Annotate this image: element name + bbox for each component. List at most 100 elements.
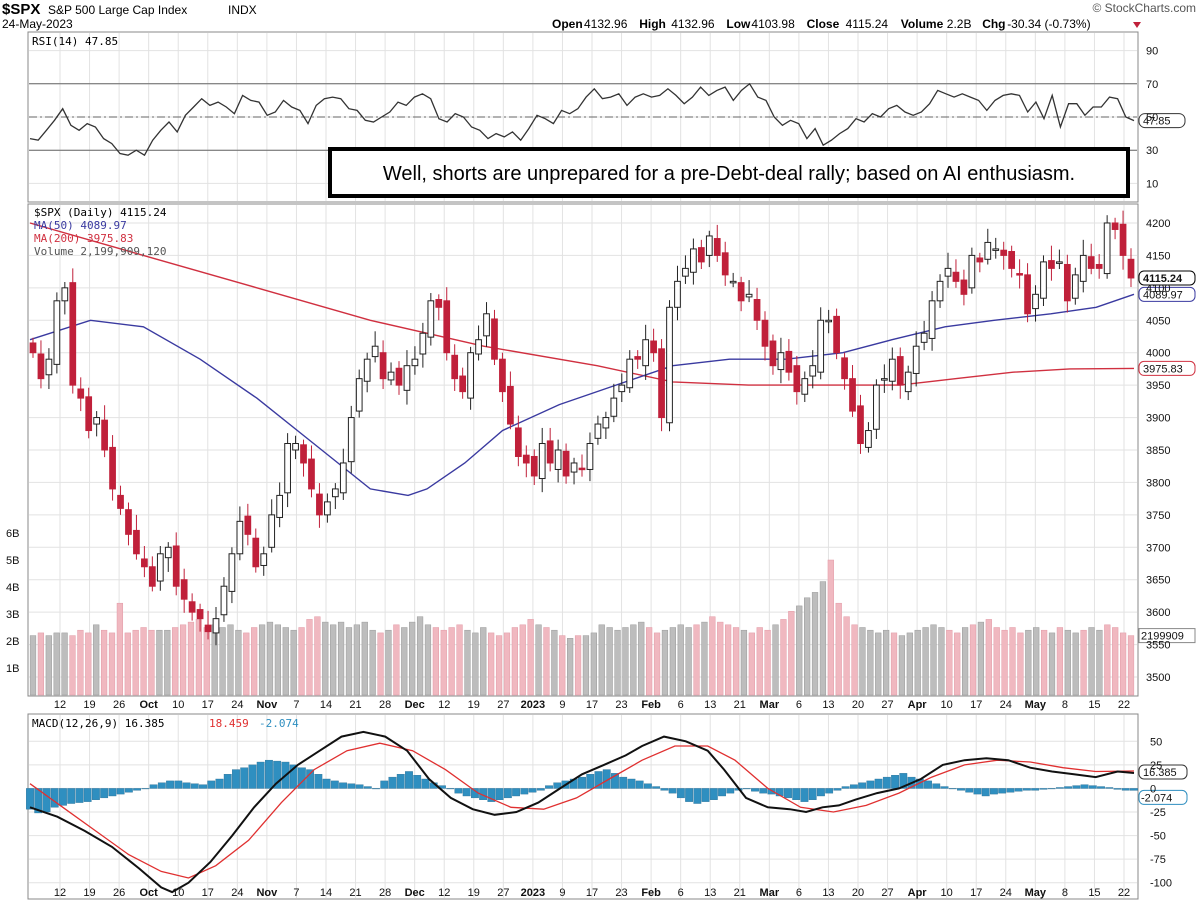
candle-body [1056,261,1063,264]
candle-body [793,365,801,393]
candle-body [1008,251,1016,269]
x-tick-label: 6 [678,699,684,711]
rsi-tick-label: 50 [1146,112,1158,124]
macd-histogram-bar [207,780,216,789]
candle-body [745,293,753,298]
candle-body [968,254,976,289]
macd-histogram-bar [536,788,545,791]
macd-histogram-bar [1088,785,1097,789]
volume-bar [1009,627,1016,696]
macd-legend-signal: 18.459 [209,717,249,730]
x-tick-label: 27 [497,887,509,899]
x-tick-label: 27 [497,699,509,711]
candle-body [499,358,506,393]
volume-bar [638,621,645,696]
volume-bar [867,629,874,696]
macd-histogram-bar [965,788,974,793]
volume-bar [527,619,534,696]
macd-histogram-bar [800,788,809,802]
candle-body [944,267,952,277]
macd-value-badge [1138,764,1188,780]
candle-body [888,358,896,382]
volume-bar [819,581,827,696]
candle-body [37,353,45,380]
volume-bar [148,629,155,696]
x-tick-label: 7 [293,887,299,899]
quote-label: Low [726,17,751,31]
volume-bar [330,624,337,696]
macd-histogram-bar [611,773,619,789]
x-tick-label: 19 [468,699,480,711]
volume-bar [353,624,360,696]
macd-histogram-bar [1080,784,1089,789]
macd-histogram-bar [372,788,380,790]
candle-body [1111,222,1119,230]
volume-bar [962,627,969,696]
macd-histogram-bar [998,788,1007,794]
x-tick-label: 24 [231,887,243,899]
x-tick-label: Oct [139,699,158,711]
x-tick-label: 13 [822,887,834,899]
candle-body [880,378,888,381]
candle-body [316,493,323,516]
volume-bar [345,627,353,696]
volume-bar [266,621,274,696]
volume-bar [164,629,171,696]
candle-body [141,558,148,568]
volume-bar [890,632,898,696]
candle-body [912,345,920,374]
macd-histogram-bar [701,788,710,802]
ma50-legend: MA(50) 4089.97 [34,219,127,232]
quote-label: Volume [901,17,944,31]
candle-body [1103,222,1111,275]
price-tick-label: 4150 [1146,250,1170,262]
brand-label: © StockCharts.com [1092,1,1196,15]
x-tick-label: 15 [1088,699,1100,711]
macd-histogram-bar [273,760,282,789]
candle-body [602,417,610,429]
volume-bar [503,632,511,696]
candle-body [920,332,928,343]
candle-body [125,509,132,535]
volume-bar [116,602,124,696]
volume-bar [1072,632,1079,696]
volume-bar [306,619,313,696]
volume-bar [179,624,187,696]
macd-histogram-bar [652,786,661,789]
volume-bar [1104,624,1111,696]
candle-body [491,318,498,360]
volume-bar [100,629,108,696]
macd-histogram-bar [726,788,735,794]
macd-histogram-bar [265,759,273,789]
volume-bar [756,627,763,696]
macd-histogram-bar [50,788,59,808]
volume-bar [93,624,100,696]
volume-bar [614,629,621,696]
candle-body [475,339,482,355]
macd-tick-label: -100 [1150,878,1172,890]
macd-histogram-bar [578,776,586,789]
volume-bar [598,624,605,696]
macd-histogram-bar [232,769,240,789]
candle-body [554,449,562,470]
volume-bar [669,627,676,696]
candle-body [650,340,657,354]
volume-bar [1064,629,1071,696]
volume-value-text: 2199909 [1141,631,1184,643]
macd-histogram-bar [248,764,257,789]
volume-bar [298,627,305,696]
macd-histogram-bar [1047,788,1056,790]
macd-histogram-bar [462,788,471,797]
price-tick-label: 4200 [1146,218,1170,230]
macd-histogram-bar [833,788,842,791]
candle-body [777,352,785,371]
candle-body [133,529,140,555]
candle-body [809,365,817,377]
volume-bar [622,627,629,696]
macd-histogram-bar [594,771,603,789]
x-tick-label: 24 [1000,699,1012,711]
candle-body [1087,256,1095,269]
macd-histogram-bar [619,776,628,789]
candle-body [817,319,825,373]
